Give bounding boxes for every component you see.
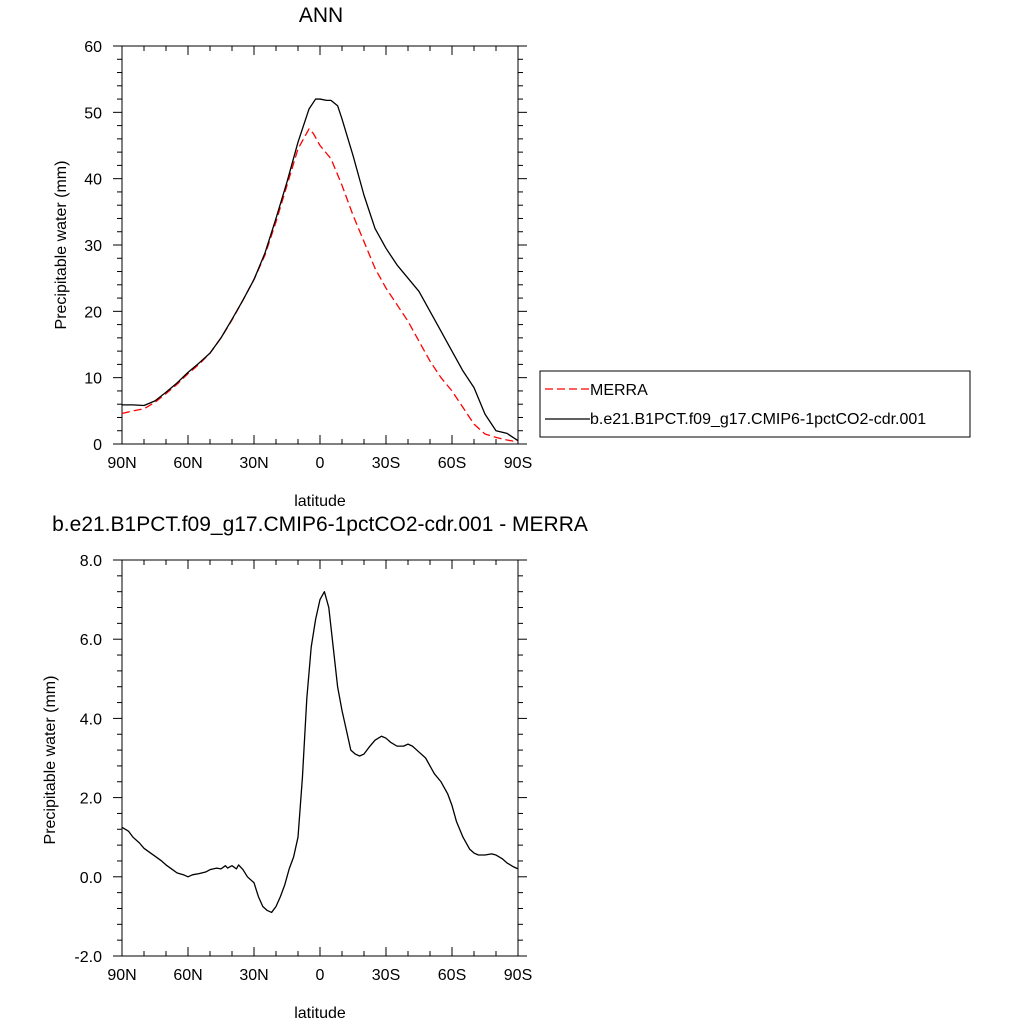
bottom-x-tick-label: 0 — [316, 967, 325, 984]
top-series-line-0 — [121, 128, 519, 443]
top-x-tick-label: 0 — [316, 455, 325, 472]
top-y-tick-label: 20 — [84, 304, 102, 321]
top-plot-frame — [121, 45, 519, 445]
bottom-x-tick-label: 30N — [239, 967, 268, 984]
bottom-panel: b.e21.B1PCT.f09_g17.CMIP6-1pctCO2-cdr.00… — [42, 513, 588, 1022]
bottom-series-lines — [121, 591, 519, 914]
top-x-tick-label: 90S — [504, 455, 532, 472]
bottom-y-tick-label: -2.0 — [74, 949, 102, 966]
top-y-tick-label: 10 — [84, 371, 102, 388]
legend-entry-merra: MERRA — [590, 382, 648, 399]
bottom-x-axis-label: latitude — [294, 1005, 346, 1022]
top-tick-labels: 90N 60N 30N 0 30S 60S 90S 0 10 20 30 40 50 60 — [84, 39, 532, 472]
bottom-x-tick-label: 60S — [438, 967, 466, 984]
top-series-line-1 — [122, 98, 519, 442]
top-y-axis-label: Precipitable water (mm) — [53, 161, 70, 330]
top-x-tick-label: 30N — [239, 455, 268, 472]
top-y-tick-label: 40 — [84, 172, 102, 189]
bottom-chart-title: b.e21.B1PCT.f09_g17.CMIP6-1pctCO2-cdr.00… — [52, 513, 588, 536]
bottom-y-axis-label: Precipitable water (mm) — [42, 676, 59, 845]
top-series-lines — [121, 98, 519, 443]
top-y-tick-label: 30 — [84, 238, 102, 255]
top-y-tick-label: 60 — [84, 39, 102, 56]
top-chart-title: ANN — [299, 4, 343, 27]
bottom-axis-ticks — [113, 559, 527, 957]
bottom-y-tick-label: 6.0 — [80, 632, 102, 649]
bottom-series-line-0 — [121, 591, 519, 914]
top-panel: ANN 90N 60N 30N 0 30S 60S 90S 0 10 20 30 40 50 60 lat… — [53, 4, 971, 510]
top-x-tick-label: 60S — [438, 455, 466, 472]
bottom-x-tick-label: 90S — [504, 967, 532, 984]
legend: MERRA b.e21.B1PCT.f09_g17.CMIP6-1pctCO2-… — [539, 370, 971, 438]
top-y-tick-label: 0 — [93, 437, 102, 454]
legend-entry-model: b.e21.B1PCT.f09_g17.CMIP6-1pctCO2-cdr.00… — [590, 411, 926, 428]
top-x-tick-label: 60N — [173, 455, 202, 472]
top-x-axis-label: latitude — [294, 493, 346, 510]
top-x-tick-label: 90N — [107, 455, 136, 472]
legend-box — [539, 370, 971, 438]
bottom-y-tick-label: 4.0 — [80, 711, 102, 728]
bottom-x-tick-label: 60N — [173, 967, 202, 984]
top-x-tick-label: 30S — [372, 455, 400, 472]
bottom-plot-frame — [121, 559, 519, 957]
bottom-y-tick-label: 0.0 — [80, 870, 102, 887]
top-axis-ticks — [113, 45, 527, 445]
bottom-y-tick-label: 2.0 — [80, 791, 102, 808]
bottom-x-tick-label: 30S — [372, 967, 400, 984]
bottom-tick-labels: 90N 60N 30N 0 30S 60S 90S -2.0 0.0 2.0 4.0 6.0 8.0 — [74, 553, 532, 984]
top-y-tick-label: 50 — [84, 105, 102, 122]
bottom-x-tick-label: 90N — [107, 967, 136, 984]
bottom-y-tick-label: 8.0 — [80, 553, 102, 570]
